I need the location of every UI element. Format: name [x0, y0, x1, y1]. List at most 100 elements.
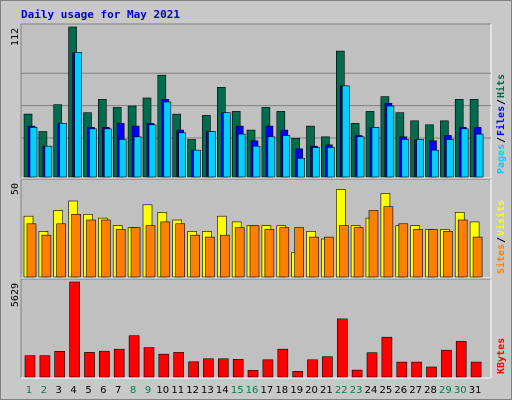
bar-sites-day-7: [115, 229, 126, 278]
bar-pages-day-21: [327, 147, 335, 178]
bar-pages-day-3: [59, 123, 68, 178]
bar-pages-day-1: [29, 127, 38, 178]
legend-separator: /: [496, 137, 507, 143]
bar-sites-day-6: [101, 219, 111, 278]
bar-pages-day-27: [416, 139, 424, 178]
bar-sites-day-1: [26, 223, 37, 278]
bar-sites-day-24: [368, 210, 379, 278]
bar-sites-day-8: [130, 227, 141, 278]
bar-kbytes-day-7: [113, 348, 125, 378]
x-label-day-13: 13: [201, 385, 214, 396]
bar-kbytes-day-25: [381, 336, 393, 378]
x-label-day-18: 18: [275, 385, 288, 396]
bar-kbytes-day-4: [69, 281, 80, 378]
bar-kbytes-day-10: [158, 353, 170, 378]
y-max-label: 112: [10, 28, 21, 46]
bar-pages-day-18: [282, 135, 291, 178]
bar-sites-day-28: [428, 229, 438, 278]
bar-kbytes-day-8: [128, 335, 140, 378]
x-label-day-25: 25: [380, 385, 393, 396]
bar-kbytes-day-30: [455, 341, 467, 378]
bar-sites-day-14: [220, 234, 230, 278]
x-label-day-11: 11: [171, 385, 184, 396]
bar-sites-day-20: [309, 236, 319, 278]
bar-pages-day-8: [133, 136, 142, 178]
bar-sites-day-4: [71, 214, 81, 278]
bar-sites-day-16: [249, 225, 260, 278]
x-label-day-9: 9: [145, 385, 151, 396]
x-label-day-21: 21: [320, 385, 333, 396]
x-label-day-24: 24: [365, 385, 378, 396]
bar-pages-day-19: [297, 158, 306, 178]
bar-pages-day-6: [104, 128, 112, 178]
bar-kbytes-day-24: [366, 352, 378, 378]
bar-sites-day-23: [353, 227, 364, 278]
bar-pages-day-4: [74, 52, 82, 178]
bar-sites-day-29: [443, 231, 453, 278]
x-label-day-30: 30: [454, 385, 467, 396]
x-label-day-19: 19: [290, 385, 303, 396]
bar-pages-day-23: [356, 136, 365, 178]
bar-sites-day-12: [190, 234, 200, 278]
bar-pages-day-11: [178, 132, 186, 178]
bar-kbytes-day-28: [426, 366, 437, 378]
bar-kbytes-day-16: [247, 370, 259, 378]
bar-kbytes-day-11: [173, 352, 184, 378]
bar-pages-day-31: [475, 133, 484, 178]
x-label-day-29: 29: [439, 385, 452, 396]
bar-kbytes-day-6: [99, 350, 110, 378]
bar-pages-day-24: [371, 127, 380, 178]
x-label-day-22: 22: [335, 385, 348, 396]
bar-pages-day-15: [237, 133, 246, 178]
x-label-day-1: 1: [26, 385, 32, 396]
x-label-day-2: 2: [41, 385, 47, 396]
bar-pages-day-5: [89, 128, 97, 178]
bar-kbytes-day-14: [218, 358, 229, 378]
x-label-day-7: 7: [115, 385, 121, 396]
legend-kbytes: KBytes: [496, 338, 507, 374]
x-label-day-31: 31: [469, 385, 482, 396]
bar-pages-day-9: [148, 124, 157, 178]
x-label-day-23: 23: [350, 385, 363, 396]
bar-pages-day-26: [401, 139, 410, 178]
bar-pages-day-20: [312, 147, 320, 178]
legend-separator: /: [496, 99, 507, 105]
bar-sites-day-11: [175, 223, 185, 278]
bar-kbytes-day-5: [84, 352, 95, 378]
bar-sites-day-5: [86, 219, 96, 278]
bar-sites-day-22: [338, 225, 349, 278]
bar-pages-day-10: [163, 101, 172, 178]
legend-sites: Sites: [495, 244, 507, 274]
bar-sites-day-3: [56, 223, 67, 278]
bar-kbytes-day-27: [411, 361, 422, 378]
bar-sites-day-10: [160, 221, 171, 278]
legend-pages: Pages: [496, 144, 507, 174]
bar-pages-day-17: [267, 136, 276, 178]
bar-sites-day-19: [294, 227, 305, 278]
bar-kbytes-day-1: [24, 355, 36, 378]
legend-separator: /: [496, 237, 507, 243]
panel-kbytes: 5629 KBytes: [10, 278, 507, 379]
bar-sites-day-9: [145, 225, 156, 278]
bar-pages-day-7: [118, 139, 127, 178]
bar-sites-day-2: [41, 234, 52, 278]
bar-sites-day-21: [324, 236, 334, 278]
bar-kbytes-day-23: [351, 369, 363, 378]
x-label-day-20: 20: [305, 385, 318, 396]
bar-pages-day-2: [44, 145, 53, 178]
bar-kbytes-day-19: [292, 371, 304, 378]
x-label-day-17: 17: [261, 385, 274, 396]
x-label-day-28: 28: [424, 385, 437, 396]
y-max-label: 5629: [10, 283, 21, 307]
y-max-label: 50: [10, 183, 21, 195]
bar-sites-day-26: [398, 223, 409, 278]
x-label-day-26: 26: [394, 385, 407, 396]
bar-kbytes-day-21: [322, 356, 333, 378]
bar-sites-day-15: [234, 227, 245, 278]
x-label-day-14: 14: [216, 385, 229, 396]
x-label-day-10: 10: [156, 385, 169, 396]
bar-pages-day-29: [446, 139, 454, 178]
bar-sites-day-30: [457, 219, 468, 278]
